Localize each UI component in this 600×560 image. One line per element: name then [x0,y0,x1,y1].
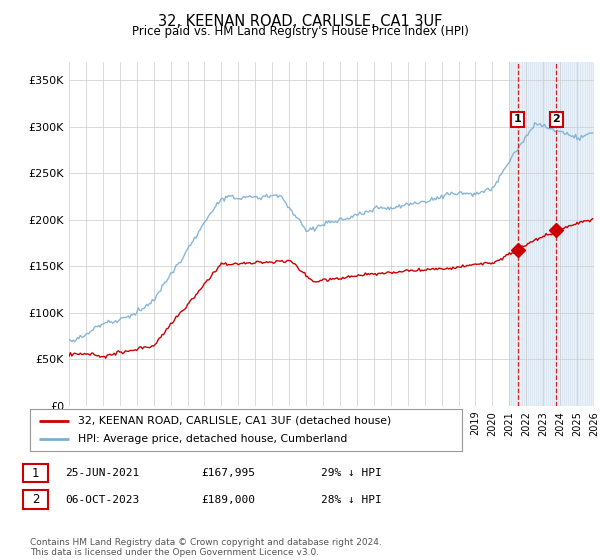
Text: 1: 1 [32,466,39,480]
Text: 28% ↓ HPI: 28% ↓ HPI [321,494,382,505]
Text: 32, KEENAN ROAD, CARLISLE, CA1 3UF (detached house): 32, KEENAN ROAD, CARLISLE, CA1 3UF (deta… [77,416,391,426]
Text: £167,995: £167,995 [201,468,255,478]
Text: £189,000: £189,000 [201,494,255,505]
Text: 2: 2 [553,114,560,124]
Text: 32, KEENAN ROAD, CARLISLE, CA1 3UF: 32, KEENAN ROAD, CARLISLE, CA1 3UF [158,14,442,29]
Text: 29% ↓ HPI: 29% ↓ HPI [321,468,382,478]
Text: Price paid vs. HM Land Registry's House Price Index (HPI): Price paid vs. HM Land Registry's House … [131,25,469,38]
Text: 1: 1 [514,114,521,124]
Text: 06-OCT-2023: 06-OCT-2023 [65,494,139,505]
Bar [509,62,600,406]
Text: 25-JUN-2021: 25-JUN-2021 [65,468,139,478]
Text: HPI: Average price, detached house, Cumberland: HPI: Average price, detached house, Cumb… [77,434,347,444]
Text: 2: 2 [32,493,39,506]
Text: Contains HM Land Registry data © Crown copyright and database right 2024.
This d: Contains HM Land Registry data © Crown c… [30,538,382,557]
